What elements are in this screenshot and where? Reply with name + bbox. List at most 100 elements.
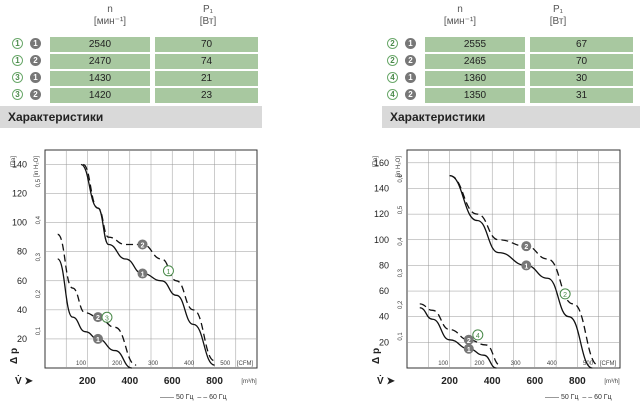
x-tick-label: 400 [484, 376, 501, 387]
y-tick-label: 80 [379, 260, 389, 270]
x2-tick-label: 100 [438, 361, 449, 367]
y2-tick-label: 0,5 [398, 205, 404, 214]
legend-line-50: —— [545, 394, 559, 401]
curve-marker: 2 [405, 89, 416, 100]
speed-cell: 1350 [425, 88, 525, 103]
table-row: 1 2 2470 74 [10, 53, 260, 70]
curve-marker-label: 2 [467, 338, 471, 345]
y2-tick-label: 0,3 [398, 268, 404, 277]
curve-marker-label: 1 [524, 263, 528, 270]
x-tick-label: 200 [79, 376, 96, 387]
section-bar-left: Характеристики [0, 106, 262, 128]
x2-tick-label: 300 [511, 361, 522, 367]
curve-marker: 1 [405, 38, 416, 49]
speed-cell: 1420 [50, 88, 150, 103]
curve-marker-label: 2 [96, 315, 100, 322]
y-axis-unit: [Па] [11, 156, 17, 167]
x2-axis-unit: [CFM] [237, 361, 254, 367]
legend-line-60: – – [197, 394, 208, 401]
y2-tick-label: 0,6 [398, 174, 404, 183]
speed-cell: 1360 [425, 71, 525, 86]
circle-marker: 3 [12, 72, 23, 83]
power-cell: 70 [530, 54, 633, 69]
y-tick-label: 20 [17, 334, 27, 344]
power-cell: 23 [155, 88, 258, 103]
speed-cell: 2540 [50, 37, 150, 52]
group-marker-label: 1 [166, 269, 170, 276]
x2-tick-label: 300 [148, 361, 159, 367]
x-tick-label: 600 [164, 376, 181, 387]
circle-marker: 4 [387, 89, 398, 100]
series-line [57, 258, 133, 369]
x2-tick-label: 500 [583, 361, 594, 367]
curve-marker [93, 312, 103, 323]
curve-marker: 2 [30, 89, 41, 100]
x-axis-unit: [m³/h] [604, 379, 620, 385]
y2-tick-label: 0,2 [36, 289, 42, 298]
section-title: Характеристики [8, 110, 104, 124]
circle-marker: 2 [387, 55, 398, 66]
right-p-header: P₁ [Вт] [533, 4, 583, 28]
left-p-unit: [Вт] [199, 16, 217, 27]
right-n-label: n [457, 4, 463, 15]
x-tick-label: 800 [569, 376, 586, 387]
table-row: 3 2 1420 23 [10, 87, 260, 104]
table-row: 2 2 2465 70 [385, 53, 635, 70]
curve-marker: 1 [30, 38, 41, 49]
y-tick-label: 20 [379, 337, 389, 347]
curve-marker: 2 [30, 55, 41, 66]
left-p-header: P₁ [Вт] [183, 4, 233, 28]
curve-marker: 2 [405, 55, 416, 66]
power-cell: 70 [155, 37, 258, 52]
y-tick-label: 140 [374, 183, 389, 193]
circle-marker: 3 [12, 89, 23, 100]
left-n-label: n [107, 4, 113, 15]
curve-marker-label: 1 [96, 337, 100, 344]
left-p-label: P₁ [202, 4, 214, 15]
y2-axis-label: [in H₂O] [34, 156, 40, 177]
group-marker [101, 311, 113, 323]
left-table: 1 1 2540 70 1 2 2470 74 3 1 1430 21 3 2 … [10, 36, 260, 104]
curve-marker-label: 2 [141, 242, 145, 249]
power-cell: 67 [530, 37, 633, 52]
curve-marker [463, 343, 474, 354]
curve-marker [93, 333, 103, 344]
right-p-label: P₁ [552, 4, 564, 15]
curve-marker-label: 1 [467, 347, 471, 354]
y-tick-label: 40 [379, 312, 389, 322]
y2-tick-label: 0,4 [36, 215, 42, 224]
x2-tick-label: 500 [220, 361, 231, 367]
legend-right: —— 50 Гц – – 60 Гц [545, 394, 612, 401]
group-marker-label: 3 [105, 315, 109, 322]
table-row: 4 1 1360 30 [385, 70, 635, 87]
x-axis-label: V̇ ➤ [15, 375, 33, 387]
curve-marker-label: 2 [524, 244, 528, 251]
x-tick-label: 800 [206, 376, 223, 387]
table-row: 1 1 2540 70 [10, 36, 260, 53]
y2-tick-label: 0,1 [36, 326, 42, 335]
y-tick-label: 60 [379, 286, 389, 296]
x-tick-label: 400 [121, 376, 138, 387]
y-tick-label: 80 [17, 247, 27, 257]
y-tick-label: 60 [17, 276, 27, 286]
x2-tick-label: 400 [184, 361, 195, 367]
curve-marker [521, 260, 532, 271]
y-axis-unit: [Па] [373, 156, 379, 167]
x2-tick-label: 200 [112, 361, 123, 367]
circle-marker: 2 [387, 38, 398, 49]
x-axis-unit: [m³/h] [241, 379, 257, 385]
legend-50: 50 Гц [175, 394, 194, 401]
legend-line-60: – – [582, 394, 593, 401]
y-tick-label: 120 [12, 189, 27, 199]
section-bar-right: Характеристики [382, 106, 640, 128]
speed-cell: 2555 [425, 37, 525, 52]
y2-axis-label: [in H₂O] [396, 156, 402, 177]
left-n-header: n [мин⁻¹] [85, 4, 135, 28]
series-line [419, 303, 501, 367]
table-row: 3 1 1430 21 [10, 70, 260, 87]
section-title: Характеристики [390, 110, 486, 124]
power-cell: 31 [530, 88, 633, 103]
curve-marker-label: 1 [141, 272, 145, 279]
y2-tick-label: 0,4 [398, 237, 404, 246]
y2-tick-label: 0,5 [36, 178, 42, 187]
